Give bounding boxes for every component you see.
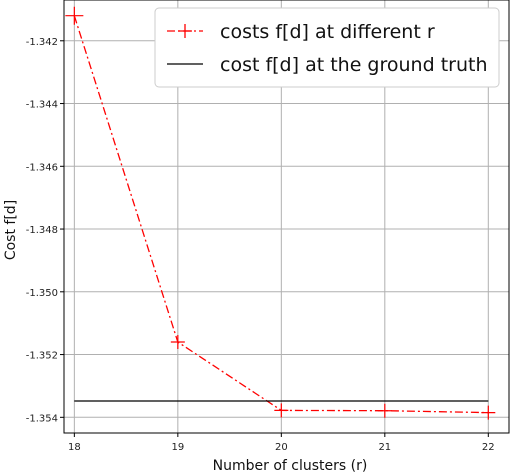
legend-entry-costs: costs f[d] at different r [167, 21, 435, 43]
x-tick-label: 19 [171, 442, 184, 453]
series-layer [65, 6, 496, 420]
y-tick-label: -1.348 [26, 225, 58, 236]
series-marker-costs [170, 335, 185, 350]
y-tick-label: -1.346 [26, 162, 58, 173]
ticks: 18 19 20 21 22 -1.342 -1.344 -1.346 -1.348 -1.350… [26, 37, 495, 453]
series-marker-costs [274, 403, 289, 418]
x-tick-label: 21 [378, 442, 391, 453]
legend-label-costs: costs f[d] at different r [220, 21, 435, 43]
legend-label-ground-truth: cost f[d] at the ground truth [220, 54, 487, 76]
x-tick-label: 18 [68, 442, 81, 453]
legend: costs f[d] at different r cost f[d] at t… [154, 7, 500, 88]
y-tick-label: -1.350 [26, 288, 58, 299]
series-marker-costs [377, 403, 392, 418]
legend-marker-costs [178, 24, 192, 38]
y-tick-label: -1.344 [26, 100, 58, 111]
x-axis-label: Number of clusters (r) [213, 458, 368, 474]
y-axis-label: Cost f[d] [3, 200, 19, 260]
x-tick-label: 20 [275, 442, 288, 453]
series-marker-costs [481, 405, 496, 420]
legend-entry-ground-truth: cost f[d] at the ground truth [167, 54, 487, 76]
y-tick-label: -1.352 [26, 351, 58, 362]
x-tick-label: 22 [482, 442, 495, 453]
legend-box [154, 7, 500, 88]
y-tick-label: -1.342 [26, 37, 58, 48]
plot-frame [63, 0, 510, 434]
series-marker-costs [65, 6, 84, 25]
y-tick-label: -1.354 [26, 413, 58, 424]
